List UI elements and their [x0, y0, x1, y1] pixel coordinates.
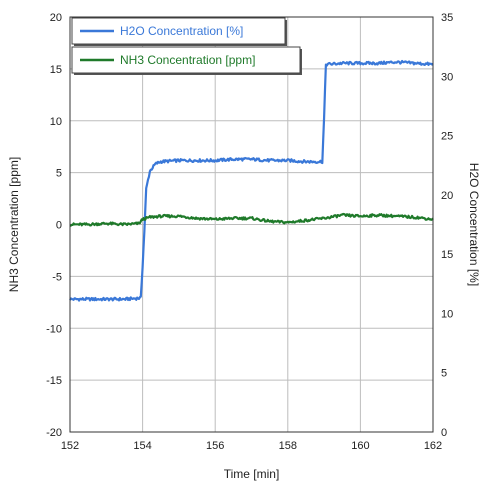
series-line-h2o: [69, 59, 434, 302]
x-tick-label: 152: [61, 440, 79, 452]
x-tick-label: 154: [133, 440, 151, 452]
x-tick-label: 160: [351, 440, 369, 452]
y-right-tick-label: 0: [441, 427, 447, 439]
y-right-tick-label: 30: [441, 71, 453, 83]
series-layer: [69, 59, 434, 302]
y-right-tick-label: 25: [441, 131, 453, 143]
y-right-tick-label: 35: [441, 12, 453, 24]
legend-label: NH3 Concentration [ppm]: [120, 53, 255, 67]
y-axis-left-title: NH3 Concentration [ppm]: [7, 157, 21, 292]
axes: 152 154 156 158 160 162 20 15 10 5 0 -5 -10 -15 -20 35 3…: [46, 12, 453, 452]
x-tick-label: 156: [206, 440, 224, 452]
x-tick-label: 158: [279, 440, 297, 452]
legend-label: H2O Concentration [%]: [120, 24, 243, 38]
y-left-tick-label: 5: [56, 168, 62, 180]
series-line-nh3: [69, 212, 434, 227]
y-left-tick-label: 10: [50, 116, 62, 128]
x-axis-title: Time [min]: [224, 467, 280, 481]
y-left-tick-label: -10: [46, 323, 62, 335]
y-left-tick-label: 0: [56, 220, 62, 232]
y-left-tick-label: 20: [50, 12, 62, 24]
y-right-tick-label: 10: [441, 308, 453, 320]
y-left-tick-label: -5: [52, 271, 62, 283]
y-right-tick-label: 15: [441, 249, 453, 261]
y-left-tick-label: 15: [50, 64, 62, 76]
y-left-tick-label: -20: [46, 427, 62, 439]
legend: H2O Concentration [%] NH3 Concentration […: [71, 17, 302, 75]
y-right-tick-label: 5: [441, 368, 447, 380]
y-axis-right-title: H2O Concentration [%]: [467, 163, 481, 286]
y-left-tick-label: -15: [46, 375, 62, 387]
y-right-tick-label: 20: [441, 190, 453, 202]
x-tick-label: 162: [424, 440, 442, 452]
plot-frame: [69, 16, 434, 433]
